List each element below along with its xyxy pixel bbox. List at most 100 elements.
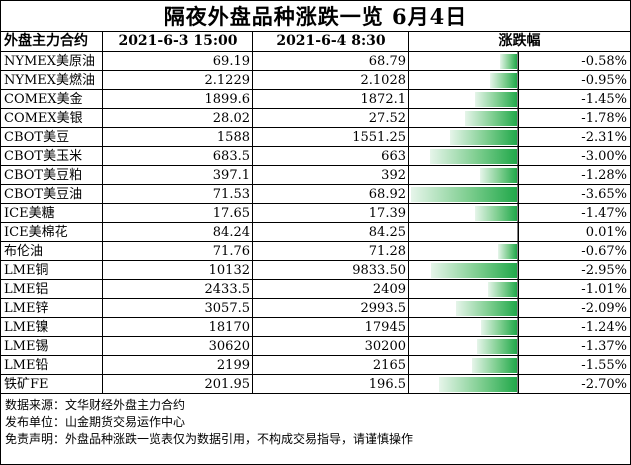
change-percent: -1.28%	[581, 168, 627, 183]
price-prev: 3057.5	[204, 301, 251, 316]
change-bar	[500, 54, 518, 69]
row-divider	[1, 146, 630, 147]
price-curr: 1551.25	[352, 130, 406, 145]
contract-name: CBOT美豆油	[4, 187, 83, 202]
price-curr: 68.92	[368, 187, 406, 202]
change-bar	[456, 301, 518, 316]
row-divider	[1, 127, 630, 128]
price-prev: 69.19	[212, 54, 250, 69]
contract-name: 布伦油	[4, 244, 44, 259]
bar-zero-axis	[517, 52, 519, 394]
price-prev: 2199	[216, 358, 250, 373]
price-prev: 18170	[208, 320, 250, 335]
change-percent: -1.37%	[581, 339, 627, 354]
price-prev: 30620	[208, 339, 250, 354]
row-divider	[1, 165, 630, 166]
price-curr: 27.52	[368, 111, 406, 126]
price-prev: 683.5	[212, 149, 250, 164]
change-percent: -2.70%	[581, 377, 627, 392]
change-percent: -2.09%	[581, 301, 627, 316]
change-bar	[411, 187, 518, 202]
column-divider	[408, 32, 409, 394]
price-curr: 30200	[364, 339, 406, 354]
change-bar	[450, 130, 518, 145]
header-divider	[1, 51, 630, 52]
footer-note: 数据来源：文华财经外盘主力合约	[5, 398, 186, 412]
price-curr: 2409	[372, 282, 406, 297]
price-curr: 196.5	[368, 377, 406, 392]
header-date1: 2021-6-3 15:00	[118, 33, 238, 49]
row-divider	[1, 393, 630, 394]
price-curr: 68.79	[368, 54, 406, 69]
change-percent: -0.58%	[581, 54, 627, 69]
price-prev: 2433.5	[204, 282, 251, 297]
change-percent: -1.55%	[581, 358, 627, 373]
row-divider	[1, 241, 630, 242]
contract-name: CBOT美豆	[4, 130, 70, 145]
contract-name: LME镍	[4, 320, 49, 335]
change-percent: -1.45%	[581, 92, 627, 107]
header-contract: 外盘主力合约	[4, 33, 88, 49]
header-date2: 2021-6-4 8:30	[276, 33, 386, 49]
contract-name: LME锡	[4, 339, 49, 354]
price-curr: 17945	[364, 320, 406, 335]
price-prev: 2.1229	[204, 73, 251, 88]
column-divider	[518, 52, 519, 394]
change-percent: -0.67%	[581, 244, 627, 259]
row-divider	[1, 89, 630, 90]
price-curr: 17.39	[368, 206, 406, 221]
price-curr: 392	[381, 168, 406, 183]
row-divider	[1, 298, 630, 299]
contract-name: CBOT美玉米	[4, 149, 83, 164]
column-divider	[252, 32, 253, 394]
contract-name: COMEX美金	[4, 92, 83, 107]
row-divider	[1, 108, 630, 109]
price-prev: 17.65	[212, 206, 250, 221]
change-bar	[475, 92, 518, 107]
row-divider	[1, 355, 630, 356]
contract-name: COMEX美银	[4, 111, 83, 126]
price-prev: 71.76	[212, 244, 250, 259]
change-percent: -0.95%	[581, 73, 627, 88]
contract-name: ICE美棉花	[4, 225, 68, 240]
change-bar	[472, 358, 518, 373]
price-curr: 9833.50	[352, 263, 406, 278]
contract-name: CBOT美豆粕	[4, 168, 83, 183]
price-prev: 10132	[208, 263, 250, 278]
price-curr: 663	[381, 149, 406, 164]
change-bar	[497, 244, 518, 259]
price-prev: 1588	[216, 130, 250, 145]
column-divider	[102, 32, 103, 394]
change-bar	[465, 111, 518, 126]
footer-note: 发布单位：山金期货交易运作中心	[5, 415, 186, 429]
row-divider	[1, 374, 630, 375]
change-bar	[474, 206, 518, 221]
price-curr: 2.1028	[360, 73, 407, 88]
contract-name: LME铅	[4, 358, 49, 373]
change-percent: -1.47%	[581, 206, 627, 221]
contract-name: LME锌	[4, 301, 49, 316]
change-percent: -2.31%	[581, 130, 627, 145]
header-change: 涨跌幅	[498, 33, 541, 49]
row-divider	[1, 222, 630, 223]
footer-note: 免责声明：外盘品种涨跌一览表仅为数据引用，不构成交易指导，请谨慎操作	[5, 432, 414, 446]
change-bar	[487, 282, 518, 297]
price-curr: 84.25	[368, 225, 406, 240]
change-percent: -3.65%	[581, 187, 627, 202]
change-percent: -1.24%	[581, 320, 627, 335]
price-curr: 71.28	[368, 244, 406, 259]
price-curr: 1872.1	[360, 92, 407, 107]
price-prev: 201.95	[204, 377, 251, 392]
row-divider	[1, 260, 630, 261]
price-prev: 84.24	[212, 225, 250, 240]
row-divider	[1, 279, 630, 280]
change-bar	[431, 263, 518, 278]
change-percent: -1.78%	[581, 111, 627, 126]
row-divider	[1, 70, 630, 71]
change-percent: -3.00%	[581, 149, 627, 164]
change-bar	[480, 168, 518, 183]
price-prev: 28.02	[212, 111, 250, 126]
row-divider	[1, 317, 630, 318]
row-divider	[1, 184, 630, 185]
